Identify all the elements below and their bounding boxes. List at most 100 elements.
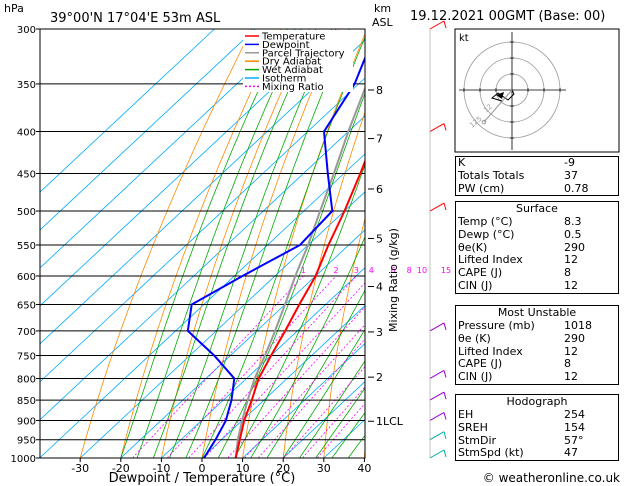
hodograph-table-value: 57° (564, 433, 584, 447)
mixing-ratio-line (244, 324, 365, 458)
pressure-unit: hPa (4, 2, 24, 15)
indices-table: K -9 Totals Totals 37 PW (cm) 0.78 (455, 156, 619, 197)
most-unstable-value: 290 (564, 331, 585, 345)
hodograph-table-label: StmDir (458, 433, 497, 447)
surface-row: CIN (J) 12 (456, 278, 618, 293)
mixing-ratio-line (204, 282, 365, 458)
pressure-tick-label: 850 (17, 396, 36, 407)
mixing-ratio-line (302, 386, 365, 458)
legend-label: Wet Adiabat (262, 65, 323, 76)
x-tick-label: 0 (199, 462, 206, 475)
wind-barb (429, 370, 445, 379)
legend-label: Isotherm (262, 74, 306, 85)
mixing-ratio-label: 4 (369, 266, 374, 275)
km-tick-label: 2 (376, 371, 383, 384)
wind-barb (429, 322, 445, 332)
surface-value: 8 (564, 266, 571, 280)
x-tick-label: 30 (317, 462, 331, 475)
datetime: 19.12.2021 00GMT (Base: 00) (410, 9, 605, 24)
pressure-tick-label: 350 (17, 80, 36, 91)
mixing-ratio-axis-label: Mixing Ratio (g/kg) (387, 228, 400, 332)
km-tick-label: 6 (376, 183, 383, 196)
isotherm-line (201, 305, 365, 458)
surface-value: 12 (564, 278, 578, 292)
pw-label: PW (cm) (458, 181, 505, 195)
surface-value: 290 (564, 240, 585, 254)
hodograph-trace (490, 89, 515, 102)
isotherm-line (282, 381, 365, 458)
location-title: 39°00'N 17°04'E 53m ASL (50, 11, 221, 26)
legend-label: Parcel Trajectory (262, 48, 345, 59)
isotherm-line (161, 267, 365, 458)
most-unstable-value: 1018 (564, 319, 592, 332)
x-tick-label: 20 (276, 462, 290, 475)
wet-adiabat-line (299, 360, 365, 458)
hodograph-table-row: StmSpd (kt) 47 (456, 447, 618, 460)
wet-adiabat-line (315, 387, 365, 458)
isotherm-line (40, 29, 337, 307)
dry-adiabat-line (79, 29, 253, 458)
hodograph-ring-label-1: 12 (482, 103, 494, 115)
surface-label: CIN (J) (458, 278, 493, 292)
dewpoint-line (186, 55, 365, 458)
km-tick-label: 8 (376, 84, 383, 97)
dry-adiabat-line (323, 216, 365, 458)
pressure-tick-label: 300 (17, 25, 36, 36)
wet-adiabat-line (136, 29, 302, 458)
surface-title: Surface (516, 202, 558, 215)
most-unstable-value: 8 (564, 357, 571, 371)
pressure-tick-label: 400 (17, 128, 36, 139)
wind-barb (429, 431, 445, 441)
most-unstable-row: CIN (J) 12 (456, 370, 618, 384)
hodograph-table-label: SREH (458, 420, 488, 434)
surface-label: Temp (°C) (458, 215, 513, 228)
surface-label: Dewp (°C) (458, 227, 515, 241)
most-unstable-label: CAPE (J) (458, 357, 503, 371)
surface-row: θe(K) 290 (456, 240, 618, 255)
wind-barb (429, 123, 445, 132)
wind-barb-flag (443, 391, 447, 400)
km-tick-label: 7 (376, 133, 383, 146)
isotherm-line (40, 29, 296, 269)
km-tick-label: 5 (376, 232, 383, 245)
isotherm-line (242, 343, 365, 458)
surface-value: 8.3 (564, 215, 582, 228)
pressure-tick-label: 750 (17, 352, 36, 363)
wind-barb-flag (443, 202, 447, 211)
km-tick-label: 4 (376, 281, 383, 294)
mixing-ratio-label: 10 (417, 266, 427, 275)
most-unstable-value: 12 (564, 344, 578, 358)
wind-barb-flag (443, 412, 447, 420)
surface-label: Lifted Index (458, 253, 523, 267)
legend-label: Dewpoint (262, 40, 310, 51)
wind-barb (429, 20, 445, 30)
legend-label: Dry Adiabat (262, 57, 321, 68)
most-unstable-table: Most Unstable Pressure (mb) 1018 θe (K) 290… (455, 305, 619, 385)
most-unstable-label: θe (K) (458, 331, 491, 345)
isotherm-line (79, 191, 365, 458)
mixing-ratio-line (283, 365, 365, 458)
mixing-ratio-label: 2 (333, 266, 338, 275)
hodograph-table-label: EH (458, 408, 474, 421)
surface-row: Lifted Index 12 (456, 254, 618, 267)
surface-table: Surface Temp (°C) 8.3 Dewp (°C) 0.5 θe(K) 290… (455, 201, 619, 294)
pressure-tick-label: 600 (17, 272, 36, 283)
k-index-value: -9 (564, 156, 575, 169)
wet-adiabat-line (266, 289, 365, 458)
pressure-tick-label: 450 (17, 170, 36, 181)
surface-row: Dewp (°C) 0.5 (456, 227, 618, 242)
hodograph-table-row: SREH 154 (456, 420, 618, 435)
surface-label: θe(K) (458, 240, 488, 254)
most-unstable-row: Pressure (mb) 1018 (456, 319, 618, 333)
pressure-tick-label: 500 (17, 207, 36, 218)
wet-adiabat-line (331, 411, 365, 458)
hodograph-unit: kt (459, 33, 469, 44)
mixing-ratio-label: 6 (391, 266, 396, 275)
most-unstable-row: CAPE (J) 8 (456, 358, 618, 371)
hodograph: kt 12 125 (454, 28, 620, 153)
wind-barb (429, 202, 445, 212)
asl-unit: ASL (372, 16, 394, 29)
pressure-tick-label: 1000 (11, 454, 36, 465)
